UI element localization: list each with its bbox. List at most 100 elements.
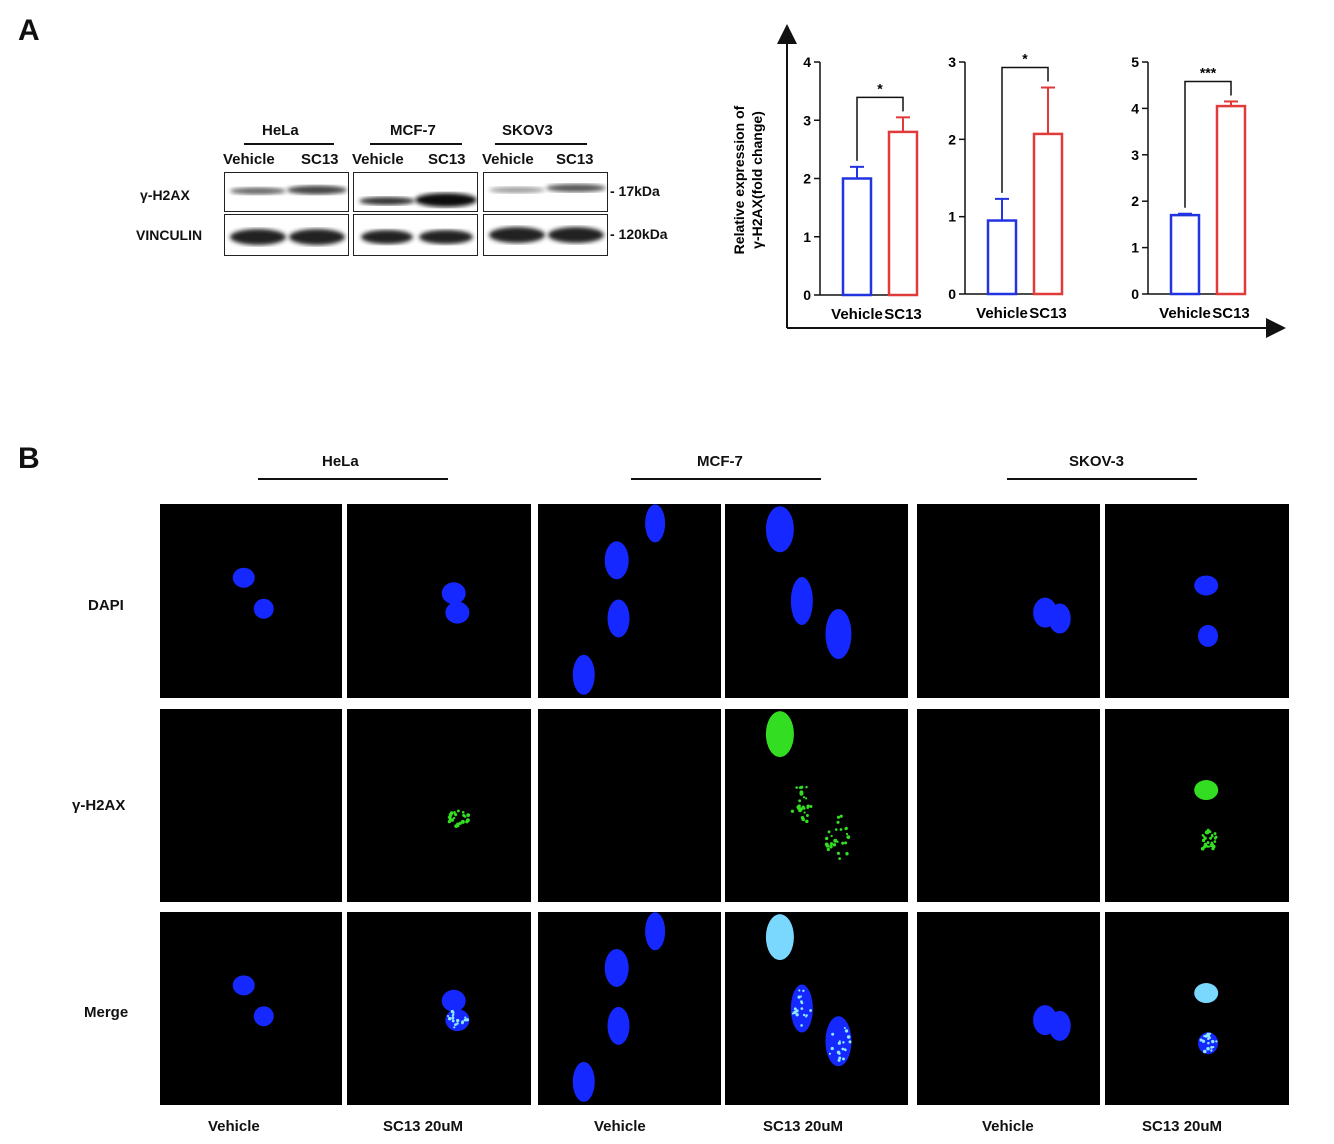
- foci: [836, 820, 840, 824]
- foci: [827, 830, 831, 834]
- foci: [800, 1007, 804, 1010]
- foci: [1213, 836, 1217, 840]
- foci: [465, 820, 469, 824]
- foci: [846, 1035, 851, 1039]
- lane-label: Vehicle: [223, 151, 275, 168]
- nucleus: [441, 989, 466, 1012]
- foci: [798, 799, 802, 803]
- foci: [795, 786, 798, 789]
- foci: [843, 1026, 846, 1029]
- foci: [456, 809, 460, 813]
- foci: [836, 851, 840, 855]
- foci: [447, 1016, 452, 1021]
- micrograph-merge-5: [1105, 912, 1289, 1105]
- blot-membrane-h2ax-mcf7: [353, 172, 478, 212]
- micrograph-merge-3: [725, 912, 908, 1105]
- foci: [453, 1026, 456, 1029]
- col-label: SC13 20uM: [1142, 1118, 1223, 1135]
- foci: [830, 834, 833, 838]
- foci: [454, 824, 458, 829]
- foci: [795, 1009, 799, 1013]
- foci: [809, 805, 813, 809]
- blot-membrane-h2ax-hela: [224, 172, 349, 212]
- blot-membrane-h2ax-skov3: [483, 172, 608, 212]
- nucleus: [645, 504, 666, 543]
- bar-sc13: [1215, 104, 1247, 296]
- foci: [1206, 828, 1210, 832]
- x-tick-label: Vehicle: [831, 306, 883, 323]
- significance-bracket: [1184, 80, 1232, 208]
- micro-cellline-hela: HeLa: [322, 453, 359, 470]
- foci: [447, 819, 452, 824]
- micrograph-h2ax-4: [917, 709, 1100, 902]
- foci: [461, 810, 465, 814]
- foci: [1213, 840, 1217, 843]
- foci: [791, 1012, 795, 1015]
- bar-vehicle: [1169, 213, 1201, 296]
- micrograph-dapi-5: [1105, 504, 1289, 698]
- foci: [839, 814, 843, 818]
- micrograph-dapi-3: [725, 504, 908, 698]
- row-label-dapi: DAPI: [88, 597, 124, 614]
- foci: [793, 1007, 797, 1011]
- y-tick-label: 1: [948, 209, 956, 225]
- blot-protein-vinculin: VINCULIN: [136, 227, 203, 243]
- significance-bracket: [1001, 66, 1049, 193]
- y-tick-label: 1: [1131, 240, 1139, 256]
- y-tick-label: 0: [948, 286, 956, 302]
- foci: [1199, 1038, 1203, 1042]
- lane-label: Vehicle: [352, 151, 404, 168]
- micrograph-dapi-2: [538, 504, 721, 698]
- blot-protein-h2ax: γ-H2AX: [140, 187, 190, 203]
- nucleus: [765, 914, 794, 961]
- micrograph-h2ax-2: [538, 709, 721, 902]
- foci: [1209, 843, 1214, 848]
- foci: [838, 857, 841, 860]
- foci: [834, 828, 838, 831]
- foci: [805, 785, 808, 789]
- foci: [830, 1046, 834, 1051]
- nucleus: [604, 948, 629, 987]
- nucleus: [604, 541, 629, 580]
- foci: [464, 1016, 467, 1019]
- foci: [1209, 836, 1212, 840]
- y-tick-label: 3: [948, 54, 956, 70]
- foci: [844, 841, 848, 845]
- foci: [829, 842, 834, 846]
- foci: [829, 845, 833, 849]
- nucleus: [607, 1006, 630, 1045]
- blot-size-120kda: - 120kDa: [610, 226, 668, 242]
- significance-label: *: [877, 80, 883, 96]
- foci: [1203, 836, 1207, 841]
- y-tick-label: 2: [803, 171, 811, 187]
- micro-underline-hela: [258, 478, 448, 480]
- significance-bracket: [856, 96, 904, 161]
- micro-cellline-mcf7: MCF-7: [697, 453, 743, 470]
- nucleus: [607, 599, 630, 638]
- nucleus: [253, 1006, 274, 1027]
- foci: [805, 819, 809, 824]
- foci: [832, 843, 837, 847]
- foci: [845, 852, 849, 856]
- y-tick-label: 4: [1131, 100, 1139, 116]
- micro-cellline-skov3: SKOV-3: [1069, 453, 1125, 470]
- foci: [1207, 1041, 1210, 1045]
- foci: [800, 1001, 804, 1005]
- micrograph-dapi-4: [917, 504, 1100, 698]
- micro-underline-mcf7: [631, 478, 821, 480]
- micrograph-merge-1: [347, 912, 531, 1105]
- x-tick-label: Vehicle: [1159, 305, 1211, 322]
- foci: [465, 1018, 469, 1022]
- foci: [841, 1047, 845, 1051]
- bar-sc13: [1032, 132, 1064, 296]
- y-tick-label: 3: [803, 112, 811, 128]
- bar-charts: Relative expression of γ-H2AX(fold chang…: [731, 24, 1286, 338]
- foci: [838, 1056, 842, 1060]
- foci: [1204, 1035, 1207, 1038]
- nucleus: [232, 567, 255, 588]
- foci: [448, 817, 452, 821]
- x-tick-label: SC13: [884, 306, 922, 323]
- foci: [800, 815, 805, 820]
- chart-ylabel-line1: Relative expression of: [731, 105, 747, 254]
- foci: [1205, 844, 1209, 848]
